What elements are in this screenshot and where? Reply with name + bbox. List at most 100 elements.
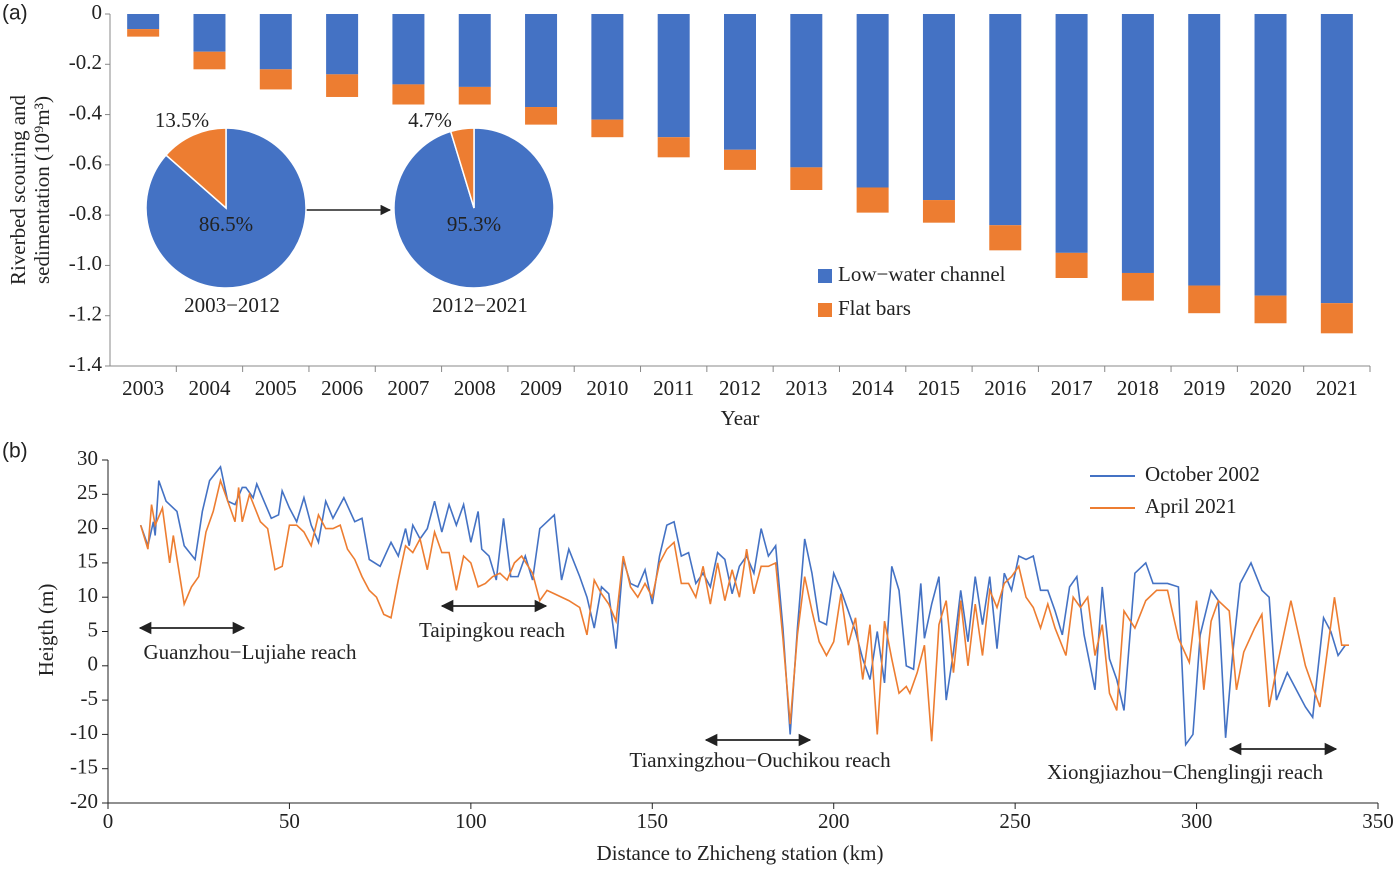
bar-segment (259, 14, 292, 70)
y-axis-label: Riverbed scouring and (6, 94, 30, 285)
legend-label: Low−water channel (838, 262, 1006, 286)
bar-segment (922, 200, 955, 223)
bar-segment (591, 119, 624, 138)
y-axis-label: Heigth (m) (34, 584, 58, 677)
bar-segment (591, 14, 624, 120)
x-tick-label: 2010 (586, 376, 628, 400)
legend-label: October 2002 (1145, 462, 1260, 486)
bar-segment (127, 29, 160, 37)
y-tick-label: 30 (77, 446, 98, 470)
legend-label: April 2021 (1145, 494, 1237, 518)
panel-label: (b) (2, 440, 28, 463)
pie-label: 2012−2021 (432, 293, 528, 317)
x-tick-label: 150 (637, 809, 669, 833)
legend-swatch (818, 303, 832, 317)
y-tick-label: -5 (81, 686, 99, 710)
x-tick-label: 2016 (984, 376, 1026, 400)
x-tick-label: 2015 (918, 376, 960, 400)
legend-label: Flat bars (838, 296, 911, 320)
x-axis-label: Year (721, 406, 760, 430)
pie-slice (449, 127, 475, 209)
x-tick-label: 2009 (520, 376, 562, 400)
x-axis-label: Distance to Zhicheng station (km) (597, 841, 884, 865)
bar-segment (724, 14, 756, 150)
pie-slice (164, 127, 227, 210)
bar-segment (525, 14, 558, 108)
pie-value-label: 86.5% (199, 212, 253, 236)
line-series (139, 465, 1346, 748)
bar-segment (392, 84, 425, 105)
y-tick-label: 15 (77, 549, 98, 573)
bar-segment (657, 137, 690, 158)
bar-segment (127, 14, 160, 30)
legend-swatch (818, 269, 832, 283)
bar-segment (1254, 14, 1287, 296)
pie-label: 2003−2012 (184, 293, 280, 317)
y-tick-label: -20 (70, 789, 98, 813)
y-tick-label: -1.4 (69, 352, 103, 376)
y-axis-label: sedimentation (10⁹m³) (30, 96, 54, 284)
x-tick-label: 50 (279, 809, 300, 833)
y-tick-label: -0.4 (69, 100, 103, 124)
x-tick-label: 2020 (1250, 376, 1292, 400)
bar-segment (193, 14, 226, 52)
annotation: Taipingkou reach (419, 618, 566, 642)
x-tick-label: 2019 (1183, 376, 1225, 400)
x-tick-label: 2017 (1051, 376, 1093, 400)
pie-value-label: 4.7% (408, 108, 452, 132)
y-tick-label: -0.6 (69, 151, 102, 175)
bar-segment (1254, 295, 1287, 324)
y-tick-label: 25 (77, 480, 98, 504)
y-tick-label: -15 (70, 755, 98, 779)
x-tick-label: 100 (455, 809, 487, 833)
bar-segment (259, 69, 292, 90)
x-tick-label: 2007 (387, 376, 429, 400)
bar-segment (1320, 303, 1353, 334)
x-tick-label: 2011 (653, 376, 694, 400)
y-tick-label: 0 (92, 0, 103, 24)
x-tick-label: 2012 (719, 376, 761, 400)
bar-segment (856, 14, 889, 188)
x-tick-label: 2014 (852, 376, 895, 400)
annotation: Tianxingzhou−Ouchikou reach (629, 748, 891, 772)
bar-segment (392, 14, 425, 85)
bar-segment (1055, 252, 1088, 278)
y-tick-label: -1.0 (69, 251, 102, 275)
annotation: Guanzhou−Lujiahe reach (144, 640, 357, 664)
bar-segment (790, 167, 823, 190)
x-tick-label: 2005 (255, 376, 297, 400)
bar-segment (724, 149, 756, 170)
x-tick-label: 0 (103, 809, 114, 833)
bar-segment (458, 86, 491, 105)
x-tick-label: 250 (999, 809, 1031, 833)
x-tick-label: 350 (1362, 809, 1394, 833)
bar-segment (1188, 285, 1221, 314)
x-tick-label: 2021 (1316, 376, 1358, 400)
x-tick-label: 300 (1181, 809, 1213, 833)
bar-segment (525, 107, 558, 125)
bar-segment (326, 74, 359, 97)
bar-segment (1320, 14, 1353, 304)
x-tick-label: 2003 (122, 376, 164, 400)
x-tick-label: 2004 (188, 376, 231, 400)
y-tick-label: 0 (88, 652, 99, 676)
bar-segment (790, 14, 823, 168)
bar-segment (1055, 14, 1088, 253)
bar-segment (1121, 272, 1154, 301)
y-tick-label: -0.8 (69, 201, 102, 225)
y-tick-label: 10 (77, 583, 98, 607)
bar-segment (989, 225, 1022, 251)
x-tick-label: 200 (818, 809, 850, 833)
x-tick-label: 2008 (454, 376, 496, 400)
panel-label: (a) (2, 2, 28, 25)
x-tick-label: 2006 (321, 376, 363, 400)
bar-segment (193, 51, 226, 70)
bar-segment (989, 14, 1022, 226)
bar-segment (922, 14, 955, 201)
bar-segment (326, 14, 359, 75)
bar-segment (856, 187, 889, 213)
y-tick-label: -1.2 (69, 302, 102, 326)
annotation: Xiongjiazhou−Chenglingji reach (1047, 760, 1324, 784)
bar-segment (458, 14, 491, 87)
